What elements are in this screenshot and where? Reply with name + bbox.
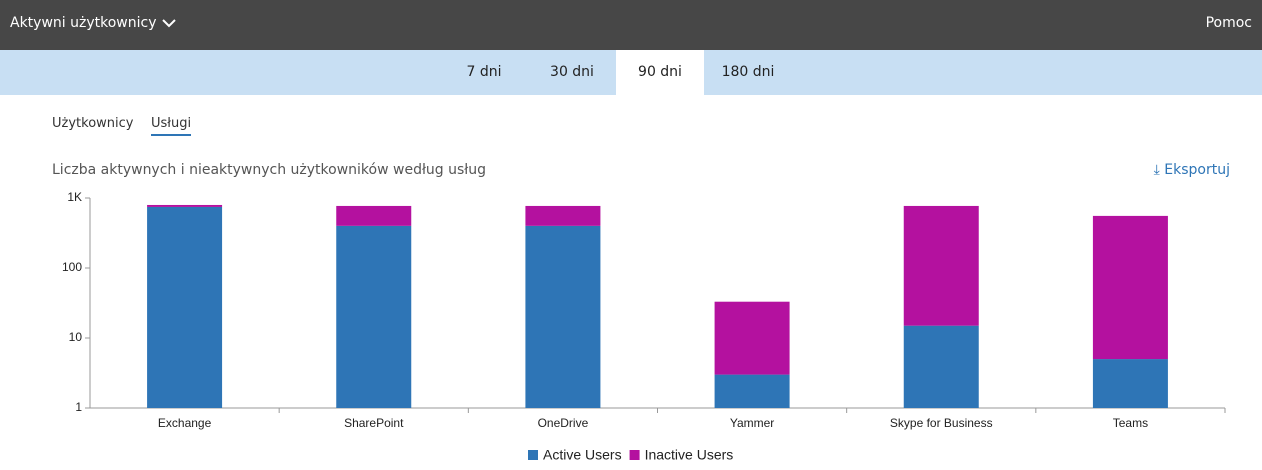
bar-segment <box>714 301 790 375</box>
x-tick-label: Teams <box>1113 416 1148 430</box>
bar-segment <box>903 325 979 408</box>
x-tick-label: Exchange <box>158 416 212 430</box>
subtab[interactable]: Użytkownicy <box>52 116 134 131</box>
period-tab[interactable]: 30 dni <box>550 64 594 80</box>
bar-segment <box>147 206 223 408</box>
x-tick-label: OneDrive <box>538 416 589 430</box>
report-title: Aktywni użytkownicy <box>10 15 157 31</box>
bar-segment <box>1092 215 1168 360</box>
x-tick-label: Skype for Business <box>890 416 993 430</box>
legend-label: Inactive Users <box>645 447 734 463</box>
chevron <box>162 19 176 28</box>
bar-segment <box>147 204 223 207</box>
y-tick-label: 1K <box>67 190 82 204</box>
y-tick-label: 1 <box>75 400 82 414</box>
bar-segment <box>903 205 979 326</box>
subtab[interactable]: Usługi <box>151 116 192 136</box>
bar-segment <box>714 374 790 408</box>
period-tab[interactable]: 180 dni <box>721 64 775 80</box>
y-tick-label: 100 <box>62 260 82 274</box>
legend-label: Active Users <box>543 447 622 463</box>
x-tick-label: Yammer <box>730 416 774 430</box>
period-tab[interactable]: 7 dni <box>466 64 502 80</box>
bar-segment <box>525 205 601 226</box>
bar-segment <box>336 225 412 408</box>
legend-swatch <box>528 450 538 460</box>
chart-title: Liczba aktywnych i nieaktywnych użytkown… <box>52 162 487 178</box>
help-link[interactable]: Pomoc <box>1205 15 1252 31</box>
export-link[interactable]: ⤓ Eksportuj <box>1153 162 1230 178</box>
bar-segment <box>1092 359 1168 408</box>
bar-segment <box>336 205 412 226</box>
export-label: Eksportuj <box>1164 162 1230 178</box>
y-tick-label: 10 <box>69 330 83 344</box>
period-tab[interactable]: 90 dni <box>616 50 704 95</box>
report-selector[interactable]: Aktywni użytkownicy <box>10 15 177 31</box>
period-bar: 7 dni 30 dni 90 dni 180 dni <box>0 50 1262 95</box>
x-tick-label: SharePoint <box>344 416 404 430</box>
bar-segment <box>525 225 601 408</box>
top-bar: Aktywni użytkownicy Pomoc <box>0 0 1262 50</box>
legend-swatch <box>629 450 640 460</box>
